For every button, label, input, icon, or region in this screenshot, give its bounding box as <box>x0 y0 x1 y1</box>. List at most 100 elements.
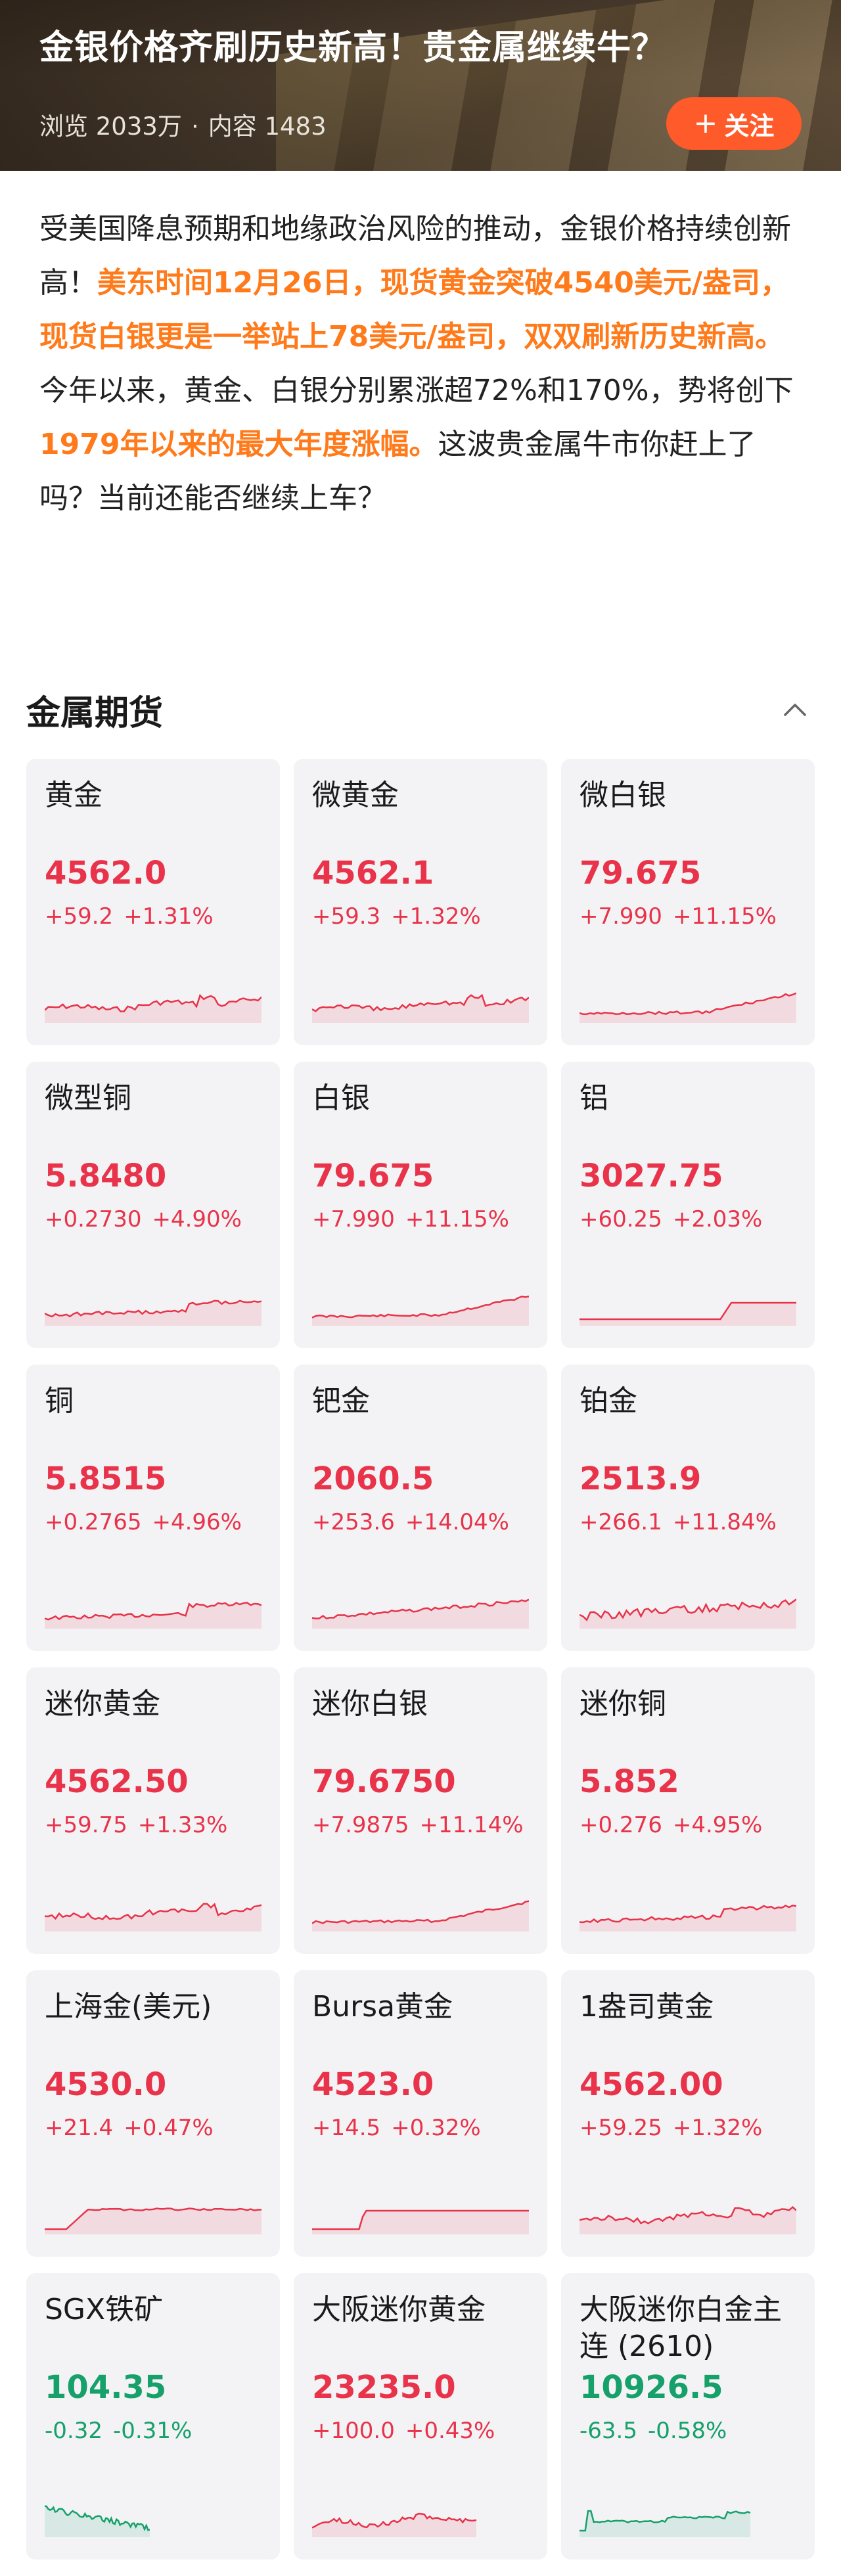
change-value: +266.1 <box>580 1509 662 1535</box>
sparkline-area <box>580 2207 796 2234</box>
futures-price: 4562.1 <box>312 855 434 892</box>
sparkline-chart <box>312 2209 529 2234</box>
change-value: +7.990 <box>312 1206 395 1232</box>
change-percent: +1.33% <box>137 1812 228 1838</box>
futures-change: +60.25 +2.03% <box>580 1206 796 1232</box>
sparkline-line <box>312 993 529 1012</box>
futures-price: 2513.9 <box>580 1460 702 1497</box>
futures-name: 迷你黄金 <box>45 1687 160 1721</box>
intro-highlight-2: 1979年以来的最大年度涨幅。 <box>39 428 438 461</box>
futures-name: 钯金 <box>312 1384 370 1418</box>
sparkline-line <box>580 1905 796 1924</box>
futures-card[interactable]: 钯金 2060.5 +253.6 +14.04% <box>294 1365 547 1651</box>
sparkline-chart <box>312 993 529 1023</box>
sparkline-area <box>312 995 529 1023</box>
sparkline-area <box>312 2514 476 2537</box>
futures-name: 上海金(美元) <box>45 1990 212 2023</box>
change-percent: +0.43% <box>405 2418 495 2444</box>
futures-name: 微白银 <box>580 779 666 812</box>
sparkline-chart <box>312 1598 529 1629</box>
sparkline-chart <box>45 2505 150 2537</box>
sparkline-chart <box>580 1905 796 1932</box>
futures-card[interactable]: 微白银 79.675 +7.990 +11.15% <box>561 759 815 1045</box>
futures-price: 5.8515 <box>45 1460 167 1497</box>
futures-change: +7.990 +11.15% <box>312 1206 529 1232</box>
futures-price: 79.6750 <box>312 1763 456 1800</box>
sparkline-area <box>45 1602 261 1629</box>
futures-name: 铜 <box>45 1384 74 1418</box>
change-value: +7.9875 <box>312 1812 409 1838</box>
futures-price: 79.675 <box>312 1158 434 1194</box>
change-value: +21.4 <box>45 2115 114 2141</box>
header-stats: 浏览 2033万 · 内容 1483 <box>39 106 327 142</box>
futures-price: 4562.50 <box>45 1763 189 1800</box>
futures-name: 黄金 <box>45 779 102 812</box>
change-value: +59.75 <box>45 1812 127 1838</box>
futures-change: +0.2730 +4.90% <box>45 1206 261 1232</box>
intro-p1: 受美国降息预期和地缘政治风险的推动，金银价格持续创新高！ <box>39 212 791 300</box>
sparkline-line <box>312 1598 529 1619</box>
sparkline-line <box>312 2512 477 2529</box>
follow-label: 关注 <box>724 111 775 141</box>
futures-card[interactable]: 迷你黄金 4562.50 +59.75 +1.33% <box>26 1667 280 1954</box>
content-count: 1483 <box>264 112 327 141</box>
sparkline-chart <box>580 2510 751 2537</box>
sparkline-area <box>580 993 796 1023</box>
follow-button[interactable]: + 关注 <box>666 97 802 150</box>
chevron-up-icon[interactable] <box>775 690 815 729</box>
intro-p5: 这波贵金属牛市你赶上了吗？当前还能否继续上车？ <box>39 428 756 515</box>
sparkline-line <box>45 2207 261 2230</box>
futures-name: 铂金 <box>580 1384 637 1418</box>
sparkline-chart <box>45 993 261 1023</box>
sparkline-area <box>45 2506 150 2537</box>
futures-card[interactable]: 铜 5.8515 +0.2765 +4.96% <box>26 1365 280 1651</box>
futures-card[interactable]: SGX铁矿 104.35 -0.32 -0.31% <box>26 2273 280 2560</box>
futures-name: SGX铁矿 <box>45 2293 164 2326</box>
futures-change: +59.3 +1.32% <box>312 903 529 930</box>
section-header: 金属期货 <box>26 677 815 742</box>
sparkline-chart <box>580 992 796 1023</box>
futures-card[interactable]: 微型铜 5.8480 +0.2730 +4.90% <box>26 1062 280 1348</box>
futures-card[interactable]: Bursa黄金 4523.0 +14.5 +0.32% <box>294 1970 547 2257</box>
futures-price: 104.35 <box>45 2369 167 2406</box>
sparkline-line <box>580 1598 796 1621</box>
futures-card[interactable]: 大阪迷你白金主连 (2610) 10926.5 -63.5 -0.58% <box>561 2273 815 2560</box>
futures-card[interactable]: 微黄金 4562.1 +59.3 +1.32% <box>294 759 547 1045</box>
futures-name: Bursa黄金 <box>312 1990 453 2023</box>
change-percent: +1.31% <box>124 903 214 930</box>
sparkline-chart <box>45 1903 261 1932</box>
futures-card[interactable]: 大阪迷你黄金 23235.0 +100.0 +0.43% <box>294 2273 547 2560</box>
futures-card[interactable]: 迷你铜 5.852 +0.276 +4.95% <box>561 1667 815 1954</box>
sparkline-chart <box>312 2512 477 2537</box>
futures-change: -63.5 -0.58% <box>580 2418 796 2444</box>
sparkline-chart <box>45 1602 261 1629</box>
change-value: -63.5 <box>580 2418 637 2444</box>
change-percent: +11.14% <box>419 1812 524 1838</box>
change-value: -0.32 <box>45 2418 102 2444</box>
futures-name: 微黄金 <box>312 779 399 812</box>
sparkline-area <box>580 1303 796 1326</box>
futures-price: 5.852 <box>580 1763 679 1800</box>
futures-name: 大阪迷你黄金 <box>312 2293 486 2326</box>
futures-card[interactable]: 铝 3027.75 +60.25 +2.03% <box>561 1062 815 1348</box>
change-percent: +11.15% <box>405 1206 509 1232</box>
futures-name: 迷你白银 <box>312 1687 428 1721</box>
change-value: +60.25 <box>580 1206 662 1232</box>
separator: · <box>191 112 199 141</box>
header-banner: 金银价格齐刷历史新高！贵金属继续牛？ 浏览 2033万 · 内容 1483 + 关注 <box>0 0 841 171</box>
futures-card[interactable]: 1盎司黄金 4562.00 +59.25 +1.32% <box>561 1970 815 2257</box>
futures-card[interactable]: 上海金(美元) 4530.0 +21.4 +0.47% <box>26 1970 280 2257</box>
sparkline-area <box>312 1901 529 1932</box>
futures-card[interactable]: 迷你白银 79.6750 +7.9875 +11.14% <box>294 1667 547 1954</box>
futures-price: 3027.75 <box>580 1158 723 1194</box>
intro-highlight-1: 美东时间12月26日，现货黄金突破4540美元/盎司，现货白银更是一举站上78美… <box>39 266 789 353</box>
change-percent: +4.96% <box>152 1509 242 1535</box>
sparkline-line <box>580 992 796 1016</box>
change-value: +100.0 <box>312 2418 395 2444</box>
futures-card[interactable]: 白银 79.675 +7.990 +11.15% <box>294 1062 547 1348</box>
intro-text: 受美国降息预期和地缘政治风险的推动，金银价格持续创新高！美东时间12月26日，现… <box>0 171 841 526</box>
futures-card[interactable]: 黄金 4562.0 +59.2 +1.31% <box>26 759 280 1045</box>
intro-p3: 今年以来，黄金、白银分别累涨超72%和170%，势将创下 <box>39 374 794 407</box>
futures-card[interactable]: 铂金 2513.9 +266.1 +11.84% <box>561 1365 815 1651</box>
futures-change: +100.0 +0.43% <box>312 2418 529 2444</box>
